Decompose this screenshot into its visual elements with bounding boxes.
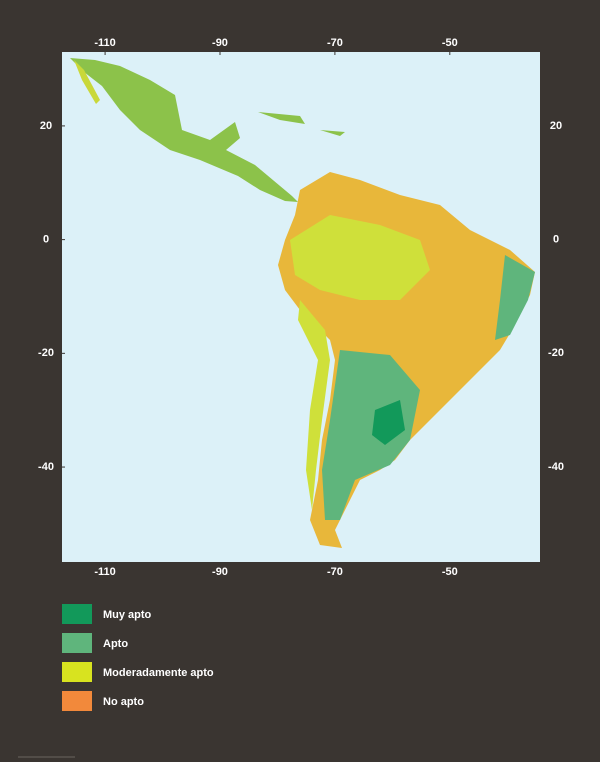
y-tick-label-right: 20 (550, 120, 562, 132)
legend-swatch (62, 691, 92, 711)
legend-label: Muy apto (103, 609, 152, 621)
y-tick-label-right: 0 (553, 234, 559, 246)
caribbean (258, 112, 345, 136)
x-tick-label-top: -50 (442, 37, 458, 49)
y-tick-label-left: -40 (38, 461, 54, 473)
south (322, 350, 420, 520)
legend-swatch (62, 633, 92, 653)
y-tick-label-left: 0 (43, 234, 49, 246)
legend: Muy apto Apto Moderadamente apto No apto (62, 604, 214, 711)
x-tick-label-top: -70 (327, 37, 343, 49)
pampas (372, 400, 405, 445)
mexico-central-america (70, 58, 298, 202)
legend-label: Moderadamente apto (103, 667, 214, 679)
y-tick-label-right: -40 (548, 461, 564, 473)
ticks: -110 -110 -90 -90 -70 -70 -50 -50 20 20 0 0 -20 -20 -4… (38, 37, 564, 578)
x-tick-label-bottom: -70 (327, 566, 343, 578)
x-tick-label-bottom: -50 (442, 566, 458, 578)
andes (298, 300, 330, 510)
east-coast (495, 255, 535, 340)
x-tick-label-bottom: -90 (212, 566, 228, 578)
baja (74, 60, 100, 104)
legend-swatch (62, 604, 92, 624)
x-tick-label-top: -90 (212, 37, 228, 49)
land (70, 58, 535, 548)
y-tick-label-left: 20 (40, 120, 52, 132)
x-tick-label-top: -110 (94, 37, 115, 49)
y-tick-label-right: -20 (548, 347, 564, 359)
legend-label: Apto (103, 638, 128, 650)
legend-label: No apto (103, 696, 144, 708)
x-tick-label-bottom: -110 (94, 566, 115, 578)
legend-swatch (62, 662, 92, 682)
amazon (290, 215, 430, 300)
y-tick-label-left: -20 (38, 347, 54, 359)
